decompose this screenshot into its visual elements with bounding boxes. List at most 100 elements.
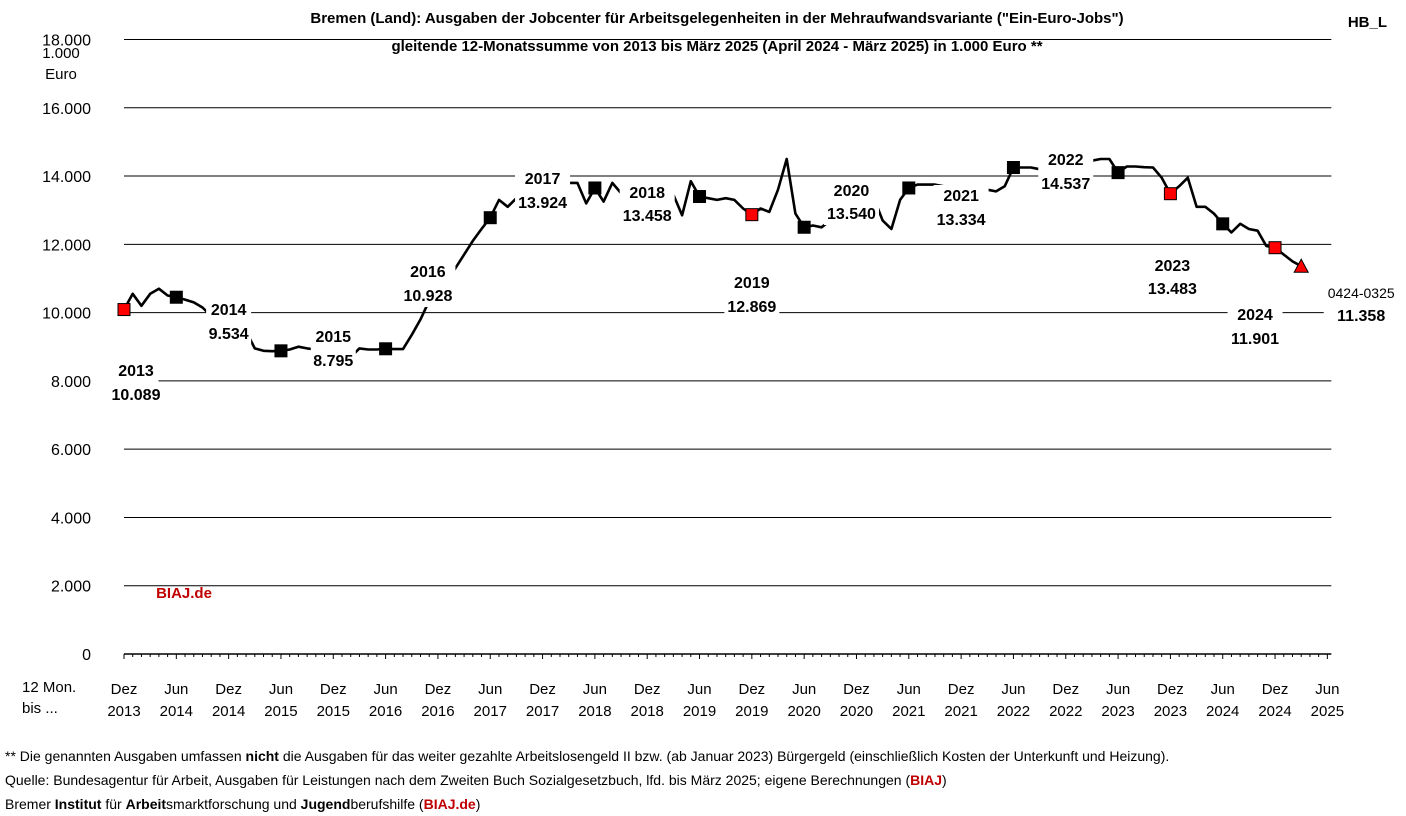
x-tick-label-month: Dez <box>1052 681 1079 698</box>
x-tick-label-year: 2022 <box>997 703 1030 720</box>
x-tick-label-year: 2016 <box>369 703 402 720</box>
annotation-label: 0424-0325 <box>1328 285 1395 301</box>
june-marker <box>274 344 288 358</box>
x-tick-label-year: 2018 <box>631 703 664 720</box>
y-tick-label: 2.000 <box>51 579 91 596</box>
chart-subtitle: gleitende 12-Monatssumme von 2013 bis Mä… <box>391 38 1043 55</box>
y-axis-unit-line1: 1.000 <box>42 45 80 62</box>
june-marker <box>588 181 602 195</box>
y-axis: 0 2.000 4.000 6.000 8.000 10.000 12.000 14.000 1… <box>42 32 91 664</box>
fn3a: Bremer <box>5 796 55 812</box>
marker-layer <box>117 151 1310 361</box>
footnote-line1: ** Die genannten Ausgaben umfassen nicht… <box>5 744 1169 768</box>
region-code: HB_L <box>1347 14 1387 31</box>
biaj-de-link[interactable]: BIAJ.de <box>423 796 476 812</box>
fn1b: nicht <box>245 748 279 764</box>
x-tick-label-year: 2018 <box>578 703 611 720</box>
x-tick-label-month: Dez <box>215 681 242 698</box>
watermark: BIAJ.de <box>156 585 212 602</box>
x-tick-label-month: Jun <box>792 681 816 698</box>
x-tick-label-year: 2021 <box>892 703 925 720</box>
x-tick-label-year: 2023 <box>1101 703 1134 720</box>
annotation-label: 2019 <box>734 275 770 292</box>
fn1a: ** Die genannten Ausgaben umfassen <box>5 748 246 764</box>
x-tick-label-month: Jun <box>897 681 921 698</box>
fn1c: die Ausgaben für das weiter gezahlte Arb… <box>278 748 1170 764</box>
y-tick-label: 10.000 <box>42 306 91 323</box>
annotation-label: 2016 <box>410 264 446 281</box>
x-tick-label-month: Dez <box>843 681 870 698</box>
x-tick-label-year: 2020 <box>787 703 820 720</box>
june-marker <box>379 342 393 356</box>
annotation-label: 2017 <box>525 171 561 188</box>
december-marker <box>745 208 759 222</box>
annotation-label: 2013 <box>118 363 154 380</box>
annotation-label: 2021 <box>943 188 979 205</box>
x-tick-label-year: 2017 <box>526 703 559 720</box>
annotation-label: 2014 <box>211 302 247 319</box>
y-tick-label: 12.000 <box>42 237 91 254</box>
series-line <box>122 154 1302 359</box>
annotation-backdrop <box>724 272 780 318</box>
y-tick-label: 16.000 <box>42 101 91 118</box>
x-tick-label-month: Dez <box>948 681 975 698</box>
y-tick-label: 18.000 <box>42 32 91 49</box>
fn2a: Quelle: Bundesagentur für Arbeit, Ausgab… <box>5 772 911 788</box>
x-tick-label-year: 2025 <box>1311 703 1344 720</box>
annotation-value: 8.795 <box>313 353 353 370</box>
x-tick-label-month: Jun <box>164 681 188 698</box>
june-marker <box>169 290 183 304</box>
y-axis-unit-line2: Euro <box>45 66 77 83</box>
y-tick-label: 14.000 <box>42 169 91 186</box>
x-tick-label-month: Dez <box>634 681 661 698</box>
annotation-backdrop <box>933 185 989 231</box>
fn3c: für <box>101 796 126 812</box>
x-tick-label-month: Jun <box>1315 681 1339 698</box>
annotation-value: 14.537 <box>1041 176 1090 193</box>
annotation-backdrop <box>1227 304 1283 350</box>
annotation-backdrop <box>1144 255 1200 300</box>
y-tick-label: 6.000 <box>51 442 91 459</box>
annotation-value: 13.458 <box>623 208 672 225</box>
x-tick-label-month: Jun <box>269 681 293 698</box>
x-tick-label-month: Dez <box>1157 681 1184 698</box>
x-tick-label-year: 2014 <box>160 703 193 720</box>
annotation-label: 2024 <box>1237 307 1273 324</box>
y-tick-label: 4.000 <box>51 510 91 527</box>
x-tick-label-month: Jun <box>1106 681 1130 698</box>
biaj-link[interactable]: BIAJ <box>910 772 943 788</box>
x-tick-label-month: Dez <box>738 681 765 698</box>
annotation-value: 13.540 <box>827 206 876 223</box>
x-tick-label-year: 2024 <box>1258 703 1291 720</box>
footnotes: ** Die genannten Ausgaben umfassen nicht… <box>5 744 1169 816</box>
x-tick-label-year: 2017 <box>474 703 507 720</box>
annotation-backdrop <box>400 261 456 307</box>
december-marker <box>117 303 131 317</box>
x-axis-prefix-line1: 12 Mon. <box>22 679 77 696</box>
footnote-line3: Bremer Institut für Arbeitsmarktforschun… <box>5 792 1169 816</box>
annotation-backdrop <box>206 299 252 345</box>
december-marker <box>1163 187 1177 201</box>
june-marker <box>1216 217 1230 231</box>
june-marker <box>483 211 497 225</box>
x-tick-label-month: Dez <box>1262 681 1289 698</box>
annotation-value: 9.534 <box>209 326 249 343</box>
annotation-backdrop <box>619 182 675 227</box>
annotation-backdrop <box>113 360 159 406</box>
x-tick-label-month: Jun <box>374 681 398 698</box>
series-layer <box>122 154 1302 359</box>
annotation-backdrop <box>1038 149 1094 195</box>
x-tick-label-year: 2024 <box>1206 703 1239 720</box>
june-marker <box>1111 166 1125 180</box>
x-tick-label-month: Jun <box>687 681 711 698</box>
x-tick-label-year: 2015 <box>317 703 350 720</box>
x-tick-label-month: Dez <box>529 681 556 698</box>
x-tick-label-year: 2014 <box>212 703 245 720</box>
june-marker <box>902 181 916 195</box>
x-tick-label-year: 2019 <box>683 703 716 720</box>
annotation-value: 13.924 <box>518 195 567 212</box>
y-tick-label: 0 <box>82 647 91 664</box>
annotation-label: 2015 <box>315 329 351 346</box>
fn3f: Jugend <box>300 796 351 812</box>
x-axis: Dez 2013 Jun 2014 Dez 2014 Jun 2015 Dez 2015 Jun 20… <box>107 653 1344 720</box>
